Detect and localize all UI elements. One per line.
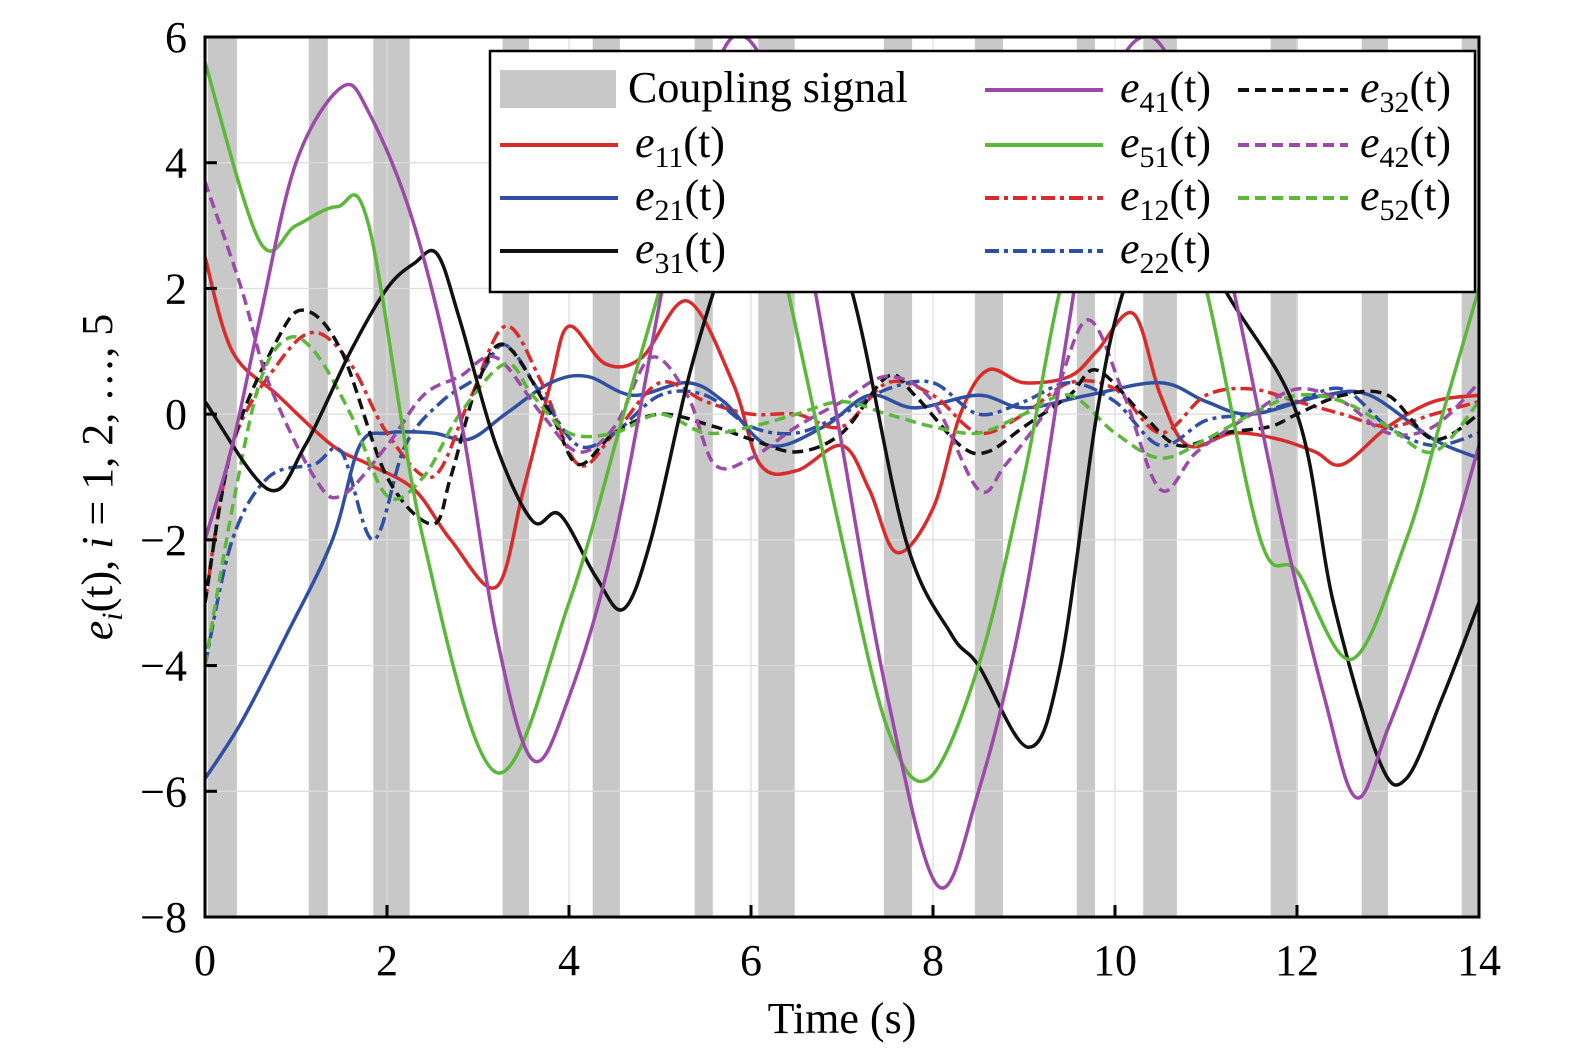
series-line-e42 xyxy=(205,181,1479,500)
x-axis-label: Time (s) xyxy=(768,994,917,1043)
series-line-e32 xyxy=(205,308,1479,604)
y-tick-label: 6 xyxy=(165,13,187,62)
legend-item-e41: e41(t) xyxy=(985,63,1211,119)
x-tick-label: 12 xyxy=(1275,936,1319,985)
legend-item-e12: e12(t) xyxy=(985,171,1211,227)
legend-item-e22: e22(t) xyxy=(985,224,1211,280)
x-tick-label: 10 xyxy=(1093,936,1137,985)
x-tick-label: 0 xyxy=(194,936,216,985)
legend-label: e41(t) xyxy=(1120,63,1211,119)
legend-label: e22(t) xyxy=(1120,224,1211,280)
legend-swatch xyxy=(500,70,616,108)
legend-label: Coupling signal xyxy=(628,63,908,112)
y-tick-label: 0 xyxy=(165,390,187,439)
y-tick-label: −8 xyxy=(140,893,187,942)
legend-item-e51: e51(t) xyxy=(985,118,1211,174)
y-tick-label: −2 xyxy=(140,516,187,565)
x-tick-label: 4 xyxy=(558,936,580,985)
x-tick-label: 14 xyxy=(1457,936,1501,985)
plot-frame xyxy=(203,35,1481,919)
legend: Coupling signale11(t)e21(t)e31(t)e41(t)e… xyxy=(488,49,1477,294)
legend-item-e11: e11(t) xyxy=(500,118,725,174)
coupling-band xyxy=(308,37,328,917)
legend-label: e32(t) xyxy=(1360,63,1451,119)
axis-ticks: 0 2 4 6 8 10 12 14 6 4 2 0 −2 −4 −6 −8 xyxy=(140,13,1501,985)
series-line-e41 xyxy=(205,37,1479,890)
series-lines xyxy=(205,37,1479,890)
y-tick-label: −4 xyxy=(140,642,187,691)
legend-item-e21: e21(t) xyxy=(500,171,726,227)
y-axis-label: ei(t), i = 1, 2, …, 5 xyxy=(73,314,129,640)
series-line-e12 xyxy=(205,324,1479,604)
legend-item-e52: e52(t) xyxy=(1238,171,1451,227)
legend-item-e31: e31(t) xyxy=(500,224,726,280)
legend-item-e42: e42(t) xyxy=(1238,118,1451,174)
y-tick-label: 2 xyxy=(165,264,187,313)
legend-label: e31(t) xyxy=(635,224,726,280)
x-tick-label: 6 xyxy=(740,936,762,985)
legend-item-e32: e32(t) xyxy=(1238,63,1451,119)
y-tick-label: 4 xyxy=(165,139,187,188)
legend-label: e51(t) xyxy=(1120,118,1211,174)
legend-label: e11(t) xyxy=(635,118,725,174)
legend-item-coupling: Coupling signal xyxy=(500,63,908,112)
series-line-e51 xyxy=(205,61,1479,784)
y-tick-label: −6 xyxy=(140,767,187,816)
x-tick-label: 2 xyxy=(376,936,398,985)
legend-label: e42(t) xyxy=(1360,118,1451,174)
series-line-e52 xyxy=(205,334,1479,666)
legend-label: e52(t) xyxy=(1360,171,1451,227)
x-tick-label: 8 xyxy=(922,936,944,985)
legend-label: e12(t) xyxy=(1120,171,1211,227)
legend-label: e21(t) xyxy=(635,171,726,227)
